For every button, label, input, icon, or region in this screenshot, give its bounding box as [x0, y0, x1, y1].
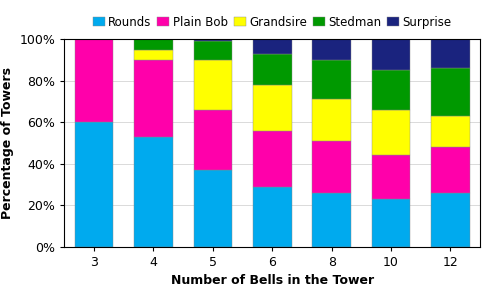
- Bar: [194, 170, 232, 247]
- Bar: [312, 99, 351, 141]
- Legend: Rounds, Plain Bob, Grandsire, Stedman, Surprise: Rounds, Plain Bob, Grandsire, Stedman, S…: [91, 14, 454, 31]
- Bar: [372, 155, 410, 199]
- Bar: [75, 122, 113, 247]
- Bar: [134, 60, 173, 137]
- Bar: [253, 54, 292, 85]
- Bar: [431, 147, 470, 193]
- Bar: [312, 60, 351, 99]
- Bar: [253, 187, 292, 247]
- Bar: [194, 41, 232, 60]
- Bar: [372, 70, 410, 110]
- Bar: [431, 193, 470, 247]
- Bar: [372, 39, 410, 70]
- Bar: [312, 193, 351, 247]
- Bar: [312, 39, 351, 60]
- Bar: [431, 116, 470, 147]
- Bar: [372, 110, 410, 155]
- Bar: [253, 85, 292, 131]
- Y-axis label: Percentage of Towers: Percentage of Towers: [1, 67, 14, 219]
- Bar: [75, 39, 113, 122]
- Bar: [194, 110, 232, 170]
- Bar: [253, 131, 292, 187]
- Bar: [194, 60, 232, 110]
- Bar: [431, 68, 470, 116]
- Bar: [134, 39, 173, 49]
- X-axis label: Number of Bells in the Tower: Number of Bells in the Tower: [171, 275, 374, 287]
- Bar: [134, 49, 173, 60]
- Bar: [134, 137, 173, 247]
- Bar: [253, 39, 292, 54]
- Bar: [312, 141, 351, 193]
- Bar: [372, 199, 410, 247]
- Bar: [431, 39, 470, 68]
- Bar: [194, 39, 232, 41]
